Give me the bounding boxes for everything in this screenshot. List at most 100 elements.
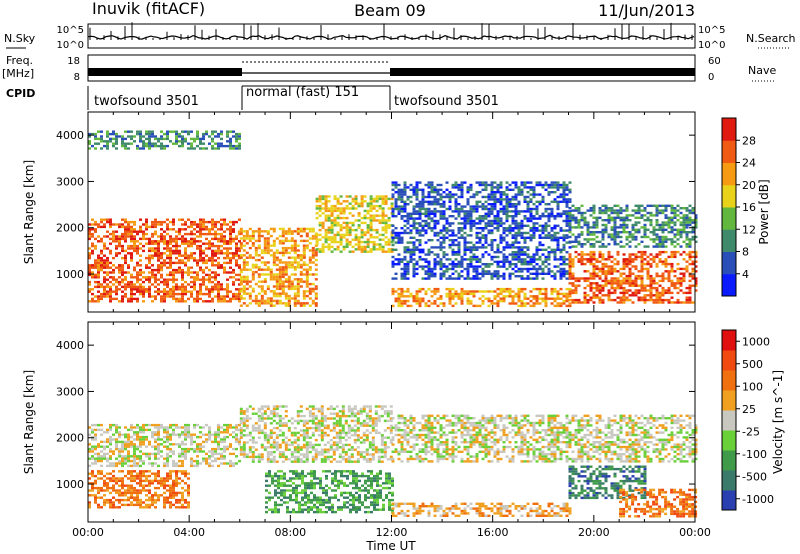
power-cell <box>466 263 470 266</box>
power-cell <box>640 253 644 256</box>
power-cell <box>619 279 623 283</box>
power-cell <box>403 219 407 223</box>
power-cell <box>508 246 512 249</box>
power-cell <box>691 277 695 280</box>
power-cell <box>427 215 431 218</box>
power-cell <box>193 223 196 226</box>
power-cell <box>565 188 569 191</box>
power-cell <box>496 246 500 249</box>
power-cell <box>451 263 455 266</box>
power-cell <box>94 273 97 277</box>
power-cell <box>169 256 172 260</box>
power-cell <box>487 265 491 268</box>
power-cell <box>580 258 584 261</box>
power-cell <box>293 258 297 262</box>
power-cell <box>460 258 464 261</box>
power-cell <box>394 215 398 218</box>
power-cell <box>682 301 686 304</box>
power-cell <box>667 221 671 224</box>
power-cell <box>260 234 264 238</box>
power-cell <box>178 140 181 143</box>
power-cell <box>272 290 276 293</box>
power-cell <box>613 291 617 295</box>
power-cell <box>229 276 232 279</box>
power-cell <box>649 279 653 283</box>
power-cell <box>520 181 524 184</box>
power-cell <box>172 288 175 291</box>
power-cell <box>321 243 325 246</box>
power-cell <box>544 272 548 275</box>
power-cell <box>469 302 473 305</box>
power-cell <box>511 295 515 298</box>
power-cell <box>589 245 593 248</box>
power-cell <box>568 290 572 293</box>
power-cell <box>577 233 581 236</box>
vel-cell <box>100 428 103 432</box>
power-cell <box>529 219 533 223</box>
power-cell <box>475 193 479 196</box>
power-cell <box>305 273 309 276</box>
power-cell <box>397 191 401 194</box>
power-cell <box>106 273 109 277</box>
power-cell <box>682 228 686 231</box>
power-cell <box>535 222 539 225</box>
power-cell <box>130 256 133 260</box>
power-cell <box>649 221 653 224</box>
power-cell <box>239 270 243 274</box>
power-cell <box>384 200 388 203</box>
power-cell <box>595 240 599 243</box>
power-cell <box>562 243 566 247</box>
power-cell <box>601 298 605 302</box>
power-cell <box>178 271 181 274</box>
power-cell <box>406 304 410 308</box>
power-cell <box>580 260 584 263</box>
vel-cell <box>106 438 109 441</box>
power-cell <box>400 275 404 278</box>
power-cell <box>178 232 181 236</box>
power-cell <box>299 258 303 262</box>
power-cell <box>667 277 671 280</box>
power-cell <box>205 266 208 269</box>
power-cell <box>214 237 217 241</box>
power-cell <box>529 198 533 201</box>
power-band-3 <box>391 287 572 308</box>
power-cell <box>442 241 446 244</box>
power-cell <box>223 252 226 255</box>
power-cell <box>275 249 279 252</box>
power-cell <box>293 239 297 243</box>
power-cell <box>469 299 473 303</box>
power-cell <box>145 256 148 260</box>
power-cell <box>634 253 638 256</box>
power-cell <box>421 224 425 227</box>
power-cell <box>520 222 524 225</box>
power-cell <box>235 295 238 298</box>
power-cell <box>175 242 178 245</box>
power-cell <box>619 267 623 271</box>
power-cell <box>496 270 500 273</box>
power-cell <box>403 267 407 271</box>
power-cell <box>445 277 449 280</box>
power-cell <box>688 291 692 295</box>
power-cell <box>460 210 464 213</box>
power-cell <box>529 210 533 213</box>
power-cell <box>637 289 641 292</box>
power-cell <box>308 292 312 295</box>
power-cell <box>559 272 563 275</box>
power-cell <box>514 302 518 305</box>
power-cell <box>592 204 596 207</box>
power-cell <box>184 264 187 267</box>
power-cell <box>278 278 282 281</box>
power-cell <box>412 193 416 196</box>
power-cell <box>375 248 379 251</box>
power-cell <box>296 227 300 231</box>
power-cell <box>616 226 620 229</box>
power-cell <box>308 287 312 291</box>
power-cell <box>571 298 575 302</box>
power-cell <box>676 250 680 254</box>
power-cell <box>625 262 629 266</box>
power-cell <box>526 181 530 184</box>
power-cell <box>118 244 121 248</box>
power-cell <box>400 272 404 275</box>
power-cell <box>457 243 461 247</box>
power-cell <box>526 253 530 256</box>
